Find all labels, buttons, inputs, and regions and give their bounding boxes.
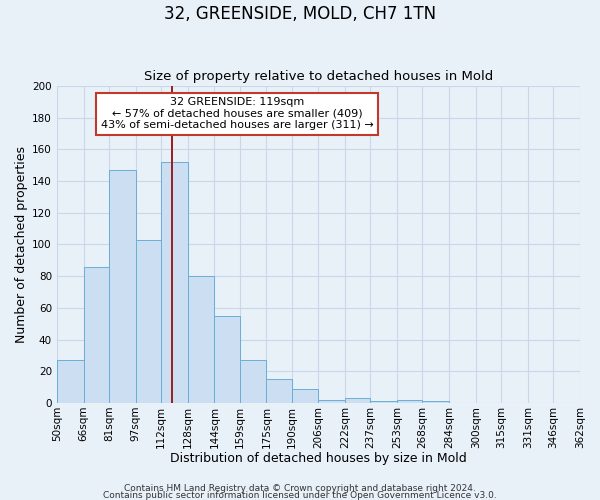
Bar bbox=[266, 379, 292, 403]
Bar bbox=[161, 162, 188, 403]
Text: Contains public sector information licensed under the Open Government Licence v3: Contains public sector information licen… bbox=[103, 490, 497, 500]
Bar bbox=[397, 400, 422, 403]
Title: Size of property relative to detached houses in Mold: Size of property relative to detached ho… bbox=[144, 70, 493, 84]
Text: 32, GREENSIDE, MOLD, CH7 1TN: 32, GREENSIDE, MOLD, CH7 1TN bbox=[164, 5, 436, 23]
Bar bbox=[136, 240, 161, 403]
Bar bbox=[188, 276, 214, 403]
Text: Contains HM Land Registry data © Crown copyright and database right 2024.: Contains HM Land Registry data © Crown c… bbox=[124, 484, 476, 493]
Text: 32 GREENSIDE: 119sqm
← 57% of detached houses are smaller (409)
43% of semi-deta: 32 GREENSIDE: 119sqm ← 57% of detached h… bbox=[101, 97, 374, 130]
Bar bbox=[370, 402, 397, 403]
Bar bbox=[292, 388, 319, 403]
Bar bbox=[109, 170, 136, 403]
Bar bbox=[319, 400, 345, 403]
Bar bbox=[83, 266, 109, 403]
Y-axis label: Number of detached properties: Number of detached properties bbox=[15, 146, 28, 343]
Bar bbox=[345, 398, 370, 403]
X-axis label: Distribution of detached houses by size in Mold: Distribution of detached houses by size … bbox=[170, 452, 467, 465]
Bar bbox=[239, 360, 266, 403]
Bar bbox=[214, 316, 239, 403]
Bar bbox=[422, 402, 449, 403]
Bar bbox=[57, 360, 83, 403]
